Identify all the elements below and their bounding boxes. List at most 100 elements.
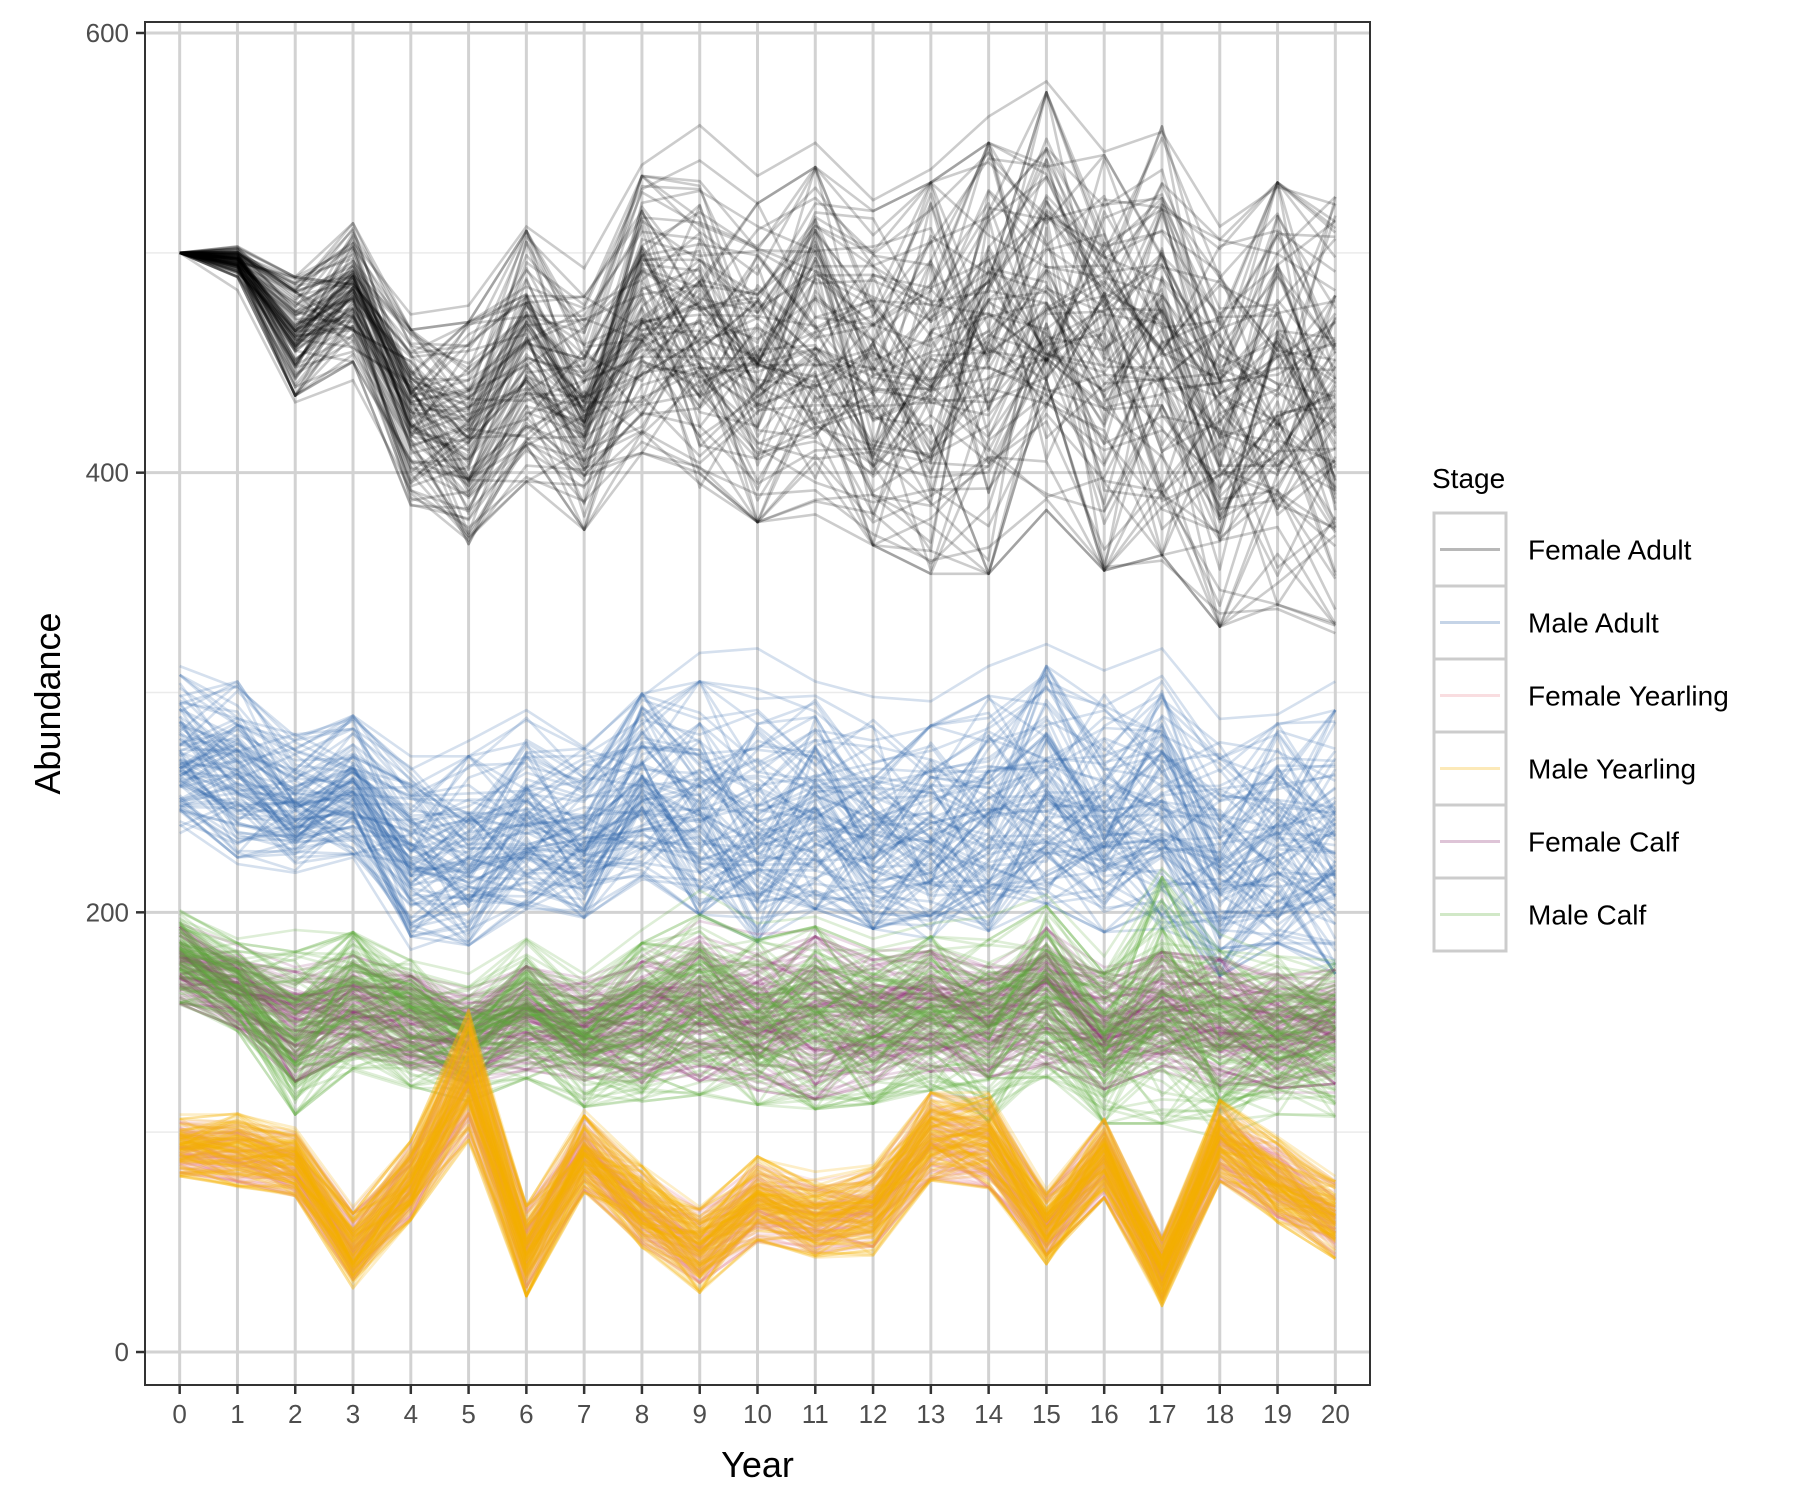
series-run xyxy=(179,1085,1336,1279)
series-run xyxy=(179,209,1336,490)
series-run xyxy=(179,1094,1337,1277)
series-female-adult xyxy=(178,79,1337,635)
series-run xyxy=(179,1071,1336,1294)
series-run xyxy=(179,239,1337,449)
series-run xyxy=(179,724,1336,860)
series-run xyxy=(178,941,1336,1088)
series-run xyxy=(179,251,1337,625)
series-run xyxy=(179,1075,1336,1279)
series-run xyxy=(179,251,1336,542)
series-run xyxy=(179,964,1337,1047)
series-run xyxy=(179,196,1337,430)
series-run xyxy=(179,664,1337,832)
series-run xyxy=(179,1084,1337,1264)
series-run xyxy=(179,1085,1336,1254)
series-run xyxy=(178,694,1337,845)
series-run xyxy=(179,664,1337,848)
series-run xyxy=(179,251,1337,535)
series-run xyxy=(179,1077,1336,1276)
series-run xyxy=(178,799,1337,977)
series-run xyxy=(179,137,1336,437)
legend-item: Female Calf xyxy=(1434,803,1679,858)
series-run xyxy=(178,950,1336,1068)
series-run xyxy=(179,971,1336,1063)
series-run xyxy=(179,1138,1337,1294)
series-run xyxy=(179,1109,1336,1298)
series-run xyxy=(179,996,1336,1101)
series-run xyxy=(178,955,1336,1103)
series-run xyxy=(178,682,1336,878)
x-tick-label: 5 xyxy=(461,1399,475,1429)
series-run xyxy=(178,715,1337,874)
series-run xyxy=(179,1125,1337,1301)
series-run xyxy=(179,927,1336,1085)
x-tick-label: 7 xyxy=(577,1399,591,1429)
series-run xyxy=(179,251,1337,505)
series-run xyxy=(179,946,1336,1044)
series-run xyxy=(178,934,1336,1062)
series-run xyxy=(179,1085,1336,1282)
series-run xyxy=(179,1050,1336,1271)
series-run xyxy=(179,946,1337,1103)
x-tick-label: 16 xyxy=(1090,1399,1119,1429)
series-run xyxy=(179,1134,1336,1304)
series-run xyxy=(179,773,1337,921)
y-tick-label: 0 xyxy=(115,1337,129,1367)
series-run xyxy=(179,1079,1336,1262)
legend-label: Female Calf xyxy=(1528,827,1679,858)
series-run xyxy=(178,934,1336,1035)
series-run xyxy=(178,680,1337,820)
series-run xyxy=(179,962,1336,1088)
series-run xyxy=(179,995,1336,1073)
series-run xyxy=(179,251,1336,565)
series-run xyxy=(179,176,1337,467)
series-run xyxy=(179,1082,1337,1285)
y-axis-title: Abundance xyxy=(27,612,68,794)
series-run xyxy=(179,728,1337,880)
series-run xyxy=(179,951,1336,1038)
series-run xyxy=(179,1054,1337,1265)
series-run xyxy=(179,1054,1336,1281)
series-run xyxy=(179,743,1337,896)
series-run-min xyxy=(179,999,1336,1094)
series-run xyxy=(179,251,1337,517)
series-run xyxy=(179,1042,1337,1270)
series-run xyxy=(178,946,1337,1039)
series-run xyxy=(179,977,1336,1062)
y-tick-label: 600 xyxy=(86,18,129,48)
series-run xyxy=(179,1083,1337,1248)
legend-label: Female Adult xyxy=(1528,535,1692,566)
series-run xyxy=(179,1111,1336,1286)
series-run xyxy=(179,950,1336,1068)
series-run xyxy=(179,1118,1337,1295)
series-run-min xyxy=(179,1133,1337,1303)
series-run xyxy=(179,1079,1337,1283)
series-run xyxy=(179,782,1337,976)
series-run xyxy=(179,1076,1336,1275)
series-run xyxy=(179,746,1337,951)
series-run xyxy=(179,251,1337,628)
series-run xyxy=(179,1128,1336,1301)
series-run xyxy=(179,233,1337,501)
series-run xyxy=(179,1018,1337,1263)
series-run xyxy=(179,1027,1336,1263)
series-run xyxy=(179,1083,1337,1250)
series-run xyxy=(179,787,1337,947)
series-run xyxy=(178,961,1336,1075)
series-run xyxy=(179,1062,1337,1279)
series-run xyxy=(179,1112,1336,1302)
series-run xyxy=(179,1101,1336,1292)
series-run xyxy=(179,204,1336,458)
series-run xyxy=(179,1081,1336,1266)
series-run xyxy=(179,739,1336,931)
series-run-max xyxy=(179,642,1336,772)
series-run xyxy=(178,916,1337,1069)
series-run xyxy=(179,1051,1337,1264)
series-run xyxy=(179,955,1337,1097)
series-run xyxy=(179,1082,1336,1268)
series-run xyxy=(179,194,1337,430)
series-run xyxy=(179,955,1336,1067)
series-run xyxy=(179,1067,1336,1286)
series-run xyxy=(178,923,1336,1055)
